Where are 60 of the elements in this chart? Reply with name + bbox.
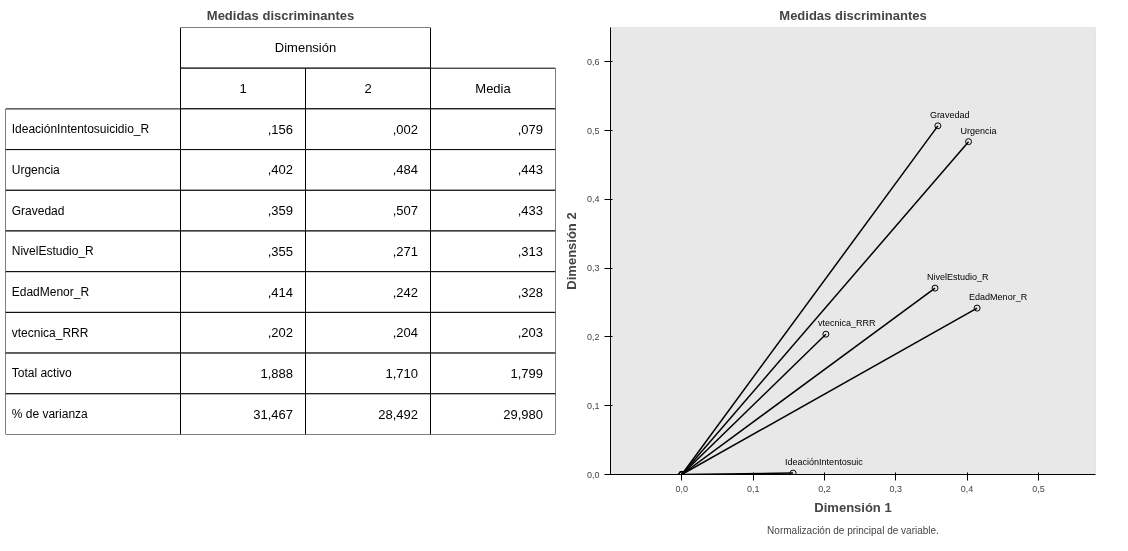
text: ,484 [392,162,419,178]
text: NivelEstudio_R [11,244,95,259]
text: % de varianza [11,407,89,422]
series-label: IdeaciónIntentosuic [785,457,864,468]
x-tick-label: 0,2 [818,483,831,494]
y-axis-title: Dimensión 2 [563,212,579,290]
text: vtecnica_RRR [11,325,89,340]
text: ,002 [392,121,419,137]
text: Total activo [11,366,73,381]
text: ,414 [267,284,294,300]
text: ,203 [517,325,544,341]
text: 29,980 [503,406,543,422]
text: ,507 [392,203,419,219]
x-tick-label: 0,4 [960,483,974,494]
y-tick-label: 0,4 [586,194,600,205]
text: ,328 [517,284,544,300]
series-label: vtecnica_RRR [817,318,876,329]
text: ,355 [267,243,294,259]
text: Gravedad [11,203,65,218]
text: Normalización de principal de variable. [767,524,939,536]
series-label: EdadMenor_R [969,292,1028,303]
text: ,242 [392,284,419,300]
y-tick-label: 0,1 [586,400,600,411]
y-tick-label: 0,6 [586,56,600,67]
text: Media [475,81,512,97]
y-tick-label: 0,0 [586,469,600,480]
chart-title: Medidas discriminantes [779,7,927,23]
text: 1,710 [385,365,419,381]
x-tick-label: 0,1 [746,483,760,494]
text: 1,888 [260,365,294,381]
x-tick-label: 0,0 [675,483,689,494]
text: ,202 [267,325,294,341]
text: 1,799 [510,365,544,381]
y-tick-label: 0,3 [586,263,600,274]
series-label: NivelEstudio_R [927,272,990,283]
text: 1 [239,81,247,97]
text: 31,467 [253,406,293,422]
text: ,313 [517,243,544,259]
x-tick-label: 0,3 [889,483,903,494]
y-tick-label: 0,5 [586,125,600,136]
y-tick-label: 0,2 [586,331,600,342]
series-label: Gravedad [929,109,970,120]
text: ,402 [267,162,294,178]
x-axis-title: Dimensión 1 [814,499,892,515]
text: Urgencia [11,162,61,177]
text: Dimensión [274,40,337,56]
text: ,433 [517,203,544,219]
x-tick-label: 0,5 [1032,483,1045,494]
text: IdeaciónIntentosuicidio_R [11,122,150,137]
text: ,156 [267,121,294,137]
text: 28,492 [378,406,418,422]
series-label: Urgencia [960,125,997,136]
text: ,443 [517,162,544,178]
text: Medidas discriminantes [206,7,355,23]
text: ,204 [392,325,419,341]
text: ,079 [517,121,544,137]
text: EdadMenor_R [11,285,90,300]
text: ,271 [392,243,419,259]
text: ,359 [267,203,294,219]
text: 2 [364,81,372,97]
